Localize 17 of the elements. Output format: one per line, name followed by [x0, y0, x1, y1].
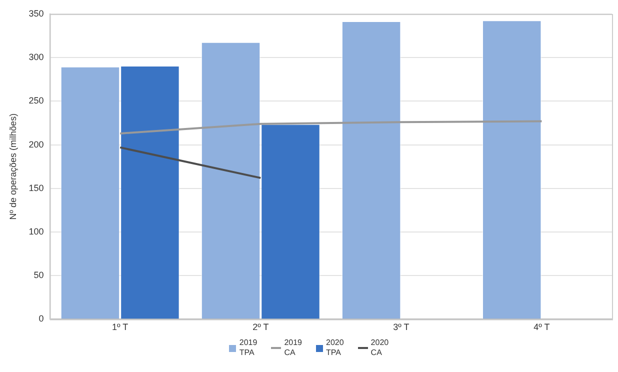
y-tick-label: 350: [28, 8, 44, 18]
legend-label: 2020 TPA: [326, 338, 344, 358]
y-tick-label: 50: [34, 270, 44, 280]
x-tick-label: 1º T: [112, 322, 129, 332]
legend-label: 2019 CA: [284, 338, 302, 358]
legend-label: 2020 CA: [370, 338, 389, 358]
legend-label: 2019 TPA: [239, 338, 258, 358]
y-tick-label: 100: [28, 226, 44, 236]
y-tick-label: 300: [28, 52, 44, 62]
y-tick-label: 250: [28, 96, 44, 106]
x-tick-label: 3º T: [393, 322, 410, 332]
y-tick-label: 200: [28, 139, 44, 150]
y-axis-title: Nº de operações (milhões): [8, 113, 18, 220]
x-tick-label: 4º T: [534, 322, 550, 332]
x-tick-label: 2º T: [252, 322, 270, 332]
y-tick-label: 150: [28, 182, 44, 193]
y-tick-label: 0: [38, 314, 44, 324]
